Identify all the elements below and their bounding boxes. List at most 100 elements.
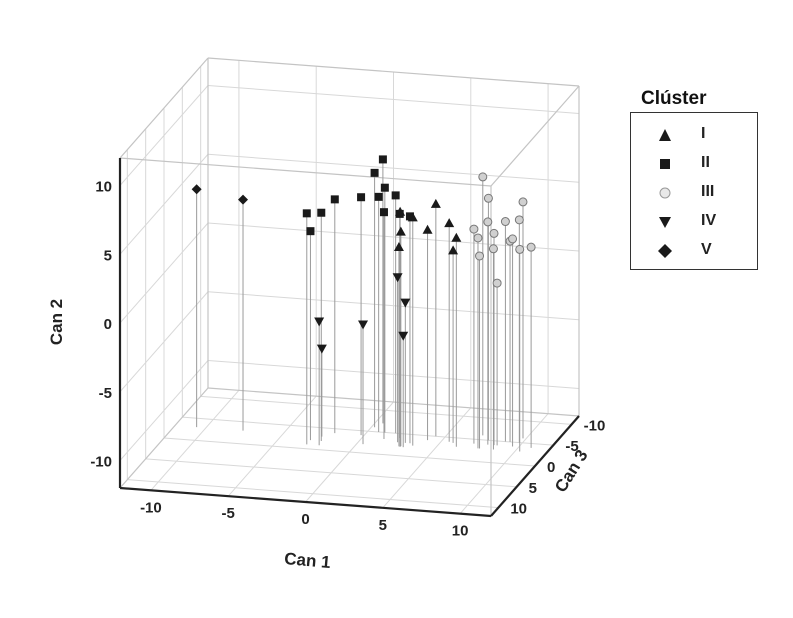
marker-cluster-iv (358, 320, 369, 330)
legend: I II III IV V (630, 112, 758, 270)
marker-cluster-ii (391, 191, 400, 200)
circle-icon (659, 187, 671, 199)
axes-frame (118, 57, 580, 518)
marker-cluster-ii (395, 209, 404, 218)
grid-lines (119, 60, 580, 514)
y-tick-label: 0 (104, 316, 112, 333)
x-axis-title: Can 1 (284, 549, 332, 572)
marker-cluster-ii (379, 208, 388, 217)
x-tick-label: 10 (452, 523, 469, 540)
marker-cluster-ii (370, 168, 379, 177)
legend-label-v: V (701, 241, 712, 258)
marker-cluster-ii (378, 155, 387, 164)
marker-cluster-iii (492, 278, 502, 288)
marker-cluster-iii (515, 244, 525, 254)
frame-edge (490, 85, 580, 187)
legend-label-ii: II (701, 154, 710, 171)
z-tick-label: 5 (529, 480, 537, 497)
legend-label-iii: III (701, 183, 715, 200)
drop-lines (196, 159, 532, 452)
grid-line (145, 458, 517, 488)
marker-cluster-iii (473, 233, 483, 243)
diamond-icon (658, 244, 672, 258)
y-tick-label: -10 (90, 454, 112, 471)
marker-cluster-iv (314, 317, 325, 327)
grid-line (127, 479, 499, 509)
marker-cluster-ii (357, 193, 366, 202)
legend-label-iv: IV (701, 212, 717, 229)
marker-cluster-i (430, 198, 441, 208)
marker-cluster-i (393, 242, 404, 252)
z-tick-label: 0 (547, 459, 555, 476)
square-icon (660, 159, 670, 169)
frame-edge (119, 157, 492, 187)
grid-line (207, 153, 580, 183)
marker-cluster-ii (380, 183, 389, 192)
grid-line (207, 360, 580, 389)
triangle-down-icon (659, 217, 671, 228)
marker-cluster-iii (518, 197, 528, 207)
marker-cluster-ii (306, 227, 315, 236)
marker-cluster-i (451, 232, 462, 242)
frame-edge (119, 57, 209, 159)
marker-cluster-iv (398, 331, 409, 341)
marker-cluster-i (444, 218, 455, 228)
legend-item-iii: III (631, 179, 757, 207)
legend-label-i: I (701, 125, 706, 142)
grid-line (207, 291, 580, 321)
x-axis-line (119, 486, 492, 518)
marker-cluster-iv (392, 273, 403, 283)
marker-cluster-i (395, 226, 406, 236)
legend-item-iv: IV (631, 208, 757, 236)
y-tick-label: -5 (99, 385, 112, 402)
data-markers (191, 155, 536, 354)
marker-cluster-ii (330, 195, 339, 204)
marker-cluster-iii (483, 193, 493, 203)
legend-item-i: I (631, 121, 757, 149)
marker-cluster-ii (405, 212, 414, 221)
marker-cluster-iv (400, 298, 411, 308)
x-tick-label: 5 (379, 517, 387, 534)
y-tick-label: 5 (104, 247, 112, 264)
marker-cluster-iii (489, 228, 499, 238)
marker-cluster-iv (316, 344, 327, 354)
marker-cluster-iii (475, 251, 485, 261)
marker-cluster-iii (526, 242, 536, 252)
marker-cluster-iii (508, 234, 518, 244)
marker-cluster-iii (483, 217, 493, 227)
marker-cluster-v (238, 194, 249, 205)
frame-edge (207, 387, 580, 417)
y-axis-title: Can 2 (47, 299, 66, 345)
z-tick-label: -10 (584, 417, 606, 434)
grid-line (200, 395, 572, 425)
z-tick-label: -5 (565, 438, 578, 455)
frame-edge (207, 57, 580, 87)
marker-cluster-ii (317, 208, 326, 217)
x-tick-label: -5 (222, 505, 235, 522)
x-tick-label: 0 (301, 511, 309, 528)
grid-line (207, 85, 580, 114)
legend-title: Clúster (641, 88, 707, 109)
marker-cluster-ii (374, 192, 383, 201)
legend-item-ii: II (631, 150, 757, 178)
z-tick-label: 10 (510, 501, 527, 518)
marker-cluster-v (191, 184, 202, 195)
marker-cluster-ii (302, 209, 311, 218)
grid-line (163, 437, 536, 467)
grid-line (182, 416, 554, 446)
marker-cluster-i (422, 224, 433, 234)
y-tick-label: 10 (95, 179, 112, 196)
z-axis-line (490, 415, 580, 517)
triangle-up-icon (659, 129, 671, 141)
legend-item-v: V (631, 237, 757, 265)
x-tick-label: -10 (140, 499, 162, 516)
marker-cluster-iii (478, 172, 488, 182)
marker-cluster-iii (514, 215, 524, 225)
z-axis-title: Can 3 (551, 446, 592, 495)
marker-cluster-i (448, 245, 459, 255)
frame-edge (119, 387, 209, 489)
marker-cluster-iii (500, 217, 510, 227)
marker-cluster-iii (469, 224, 479, 234)
